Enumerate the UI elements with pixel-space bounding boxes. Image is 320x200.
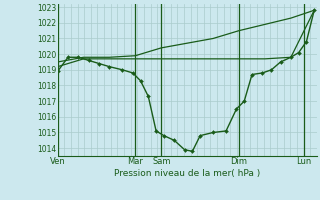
X-axis label: Pression niveau de la mer( hPa ): Pression niveau de la mer( hPa ) — [114, 169, 260, 178]
